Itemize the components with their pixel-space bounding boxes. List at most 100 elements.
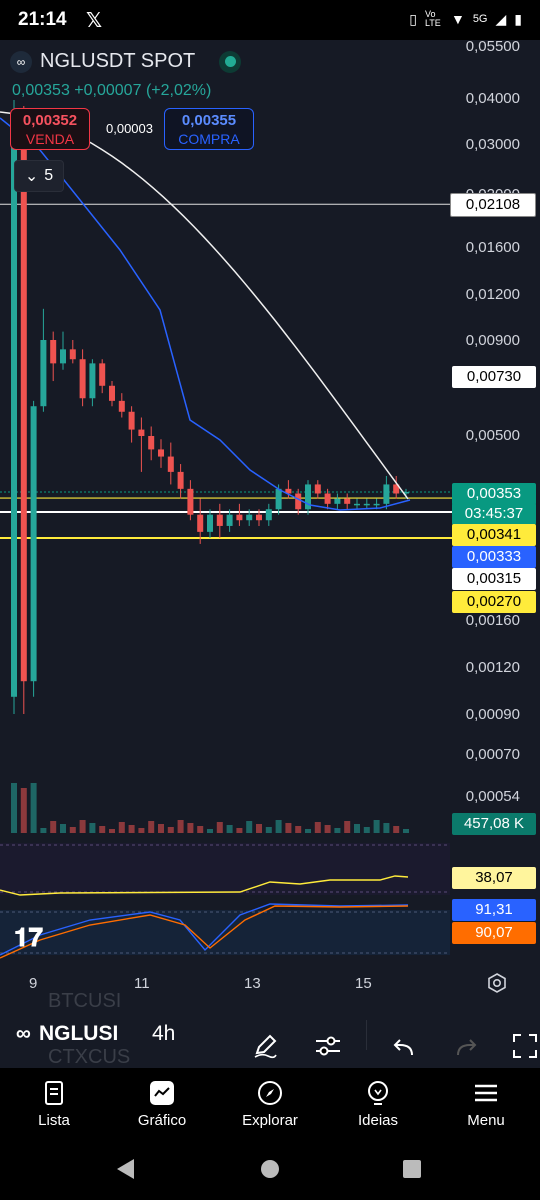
back-triangle-icon[interactable]: [116, 1158, 136, 1180]
stoch-k-line: [0, 903, 409, 956]
buy-label: COMPRA: [178, 131, 240, 147]
volume-bar: [109, 829, 115, 833]
candle-body: [324, 493, 331, 504]
symbol-header[interactable]: ∞ NGLUSDT SPOT: [10, 50, 242, 73]
symbol-search-button[interactable]: ∞ NGLUSI: [16, 1010, 118, 1058]
settings-gear-icon[interactable]: [486, 972, 508, 994]
oscillator-line: [0, 875, 409, 896]
candle-body: [275, 488, 282, 510]
undo-icon[interactable]: [392, 1024, 416, 1072]
redo-icon[interactable]: [454, 1024, 478, 1072]
wifi-icon: ▼: [450, 11, 465, 27]
buy-button[interactable]: 0,00355 COMPRA: [164, 108, 254, 150]
volume-bar: [89, 823, 96, 833]
candle-body: [305, 484, 311, 510]
volume-bar: [50, 821, 57, 833]
symbol-name[interactable]: NGLUSDT SPOT: [40, 50, 196, 72]
vibrate-icon: ▯: [409, 10, 417, 27]
volume-bar: [314, 822, 321, 833]
sell-button[interactable]: 0,00352 VENDA: [10, 108, 90, 150]
stoch-d-pill: 90,07: [452, 922, 536, 944]
chart-icon: [150, 1081, 174, 1105]
watchlist-ghost-symbol: BTCUSI: [48, 990, 122, 1012]
candle-body: [393, 484, 400, 494]
fullscreen-icon[interactable]: [512, 1022, 538, 1070]
candle-body: [334, 498, 341, 504]
ma-slow-pill: 0,00730: [452, 366, 536, 388]
indicators-settings-icon[interactable]: [314, 1022, 342, 1070]
volume-bar: [79, 820, 86, 833]
volume-bar: [99, 826, 106, 833]
status-time: 21:14: [18, 9, 67, 30]
oscillator-pane: [0, 843, 450, 895]
quote-line: 0,00353 +0,00007 (+2,02%): [12, 82, 211, 100]
quote-price: 0,00353: [12, 82, 70, 99]
volume-bar: [69, 827, 76, 833]
time-tick: 13: [244, 975, 261, 992]
yellow-line-pill-2: 0,00270: [452, 591, 536, 613]
white-line-pill: 0,00315: [452, 568, 536, 590]
battery-icon: ▮: [514, 10, 522, 27]
interval-button[interactable]: 4h: [152, 1022, 176, 1045]
candle-body: [50, 340, 57, 364]
time-tick: 9: [29, 975, 38, 992]
bottom-navigation: Lista Gráfico Explorar Ideias Menu: [0, 1068, 540, 1140]
candle-body: [60, 349, 66, 364]
volume-bar: [344, 821, 351, 833]
home-circle-icon[interactable]: [260, 1159, 280, 1179]
candle-body: [40, 340, 47, 407]
quote-change: +0,00007: [74, 82, 142, 99]
indicators-toggle[interactable]: ⌄ 5: [14, 160, 64, 192]
yellow-line-pill: 0,00341: [452, 524, 536, 546]
candle-body: [89, 363, 96, 399]
volume-bar: [138, 828, 145, 833]
draw-pencil-icon[interactable]: [252, 1022, 278, 1070]
chevron-down-icon: ⌄: [24, 168, 39, 185]
nav-lista[interactable]: Lista: [4, 1076, 104, 1129]
price-tick: 0,00070: [465, 746, 520, 763]
price-tick: 0,01200: [465, 286, 520, 303]
candle-body: [285, 488, 292, 494]
price-tick: 0,01600: [465, 239, 520, 256]
volume-bar: [216, 822, 223, 833]
toolbar-symbol: NGLUSI: [38, 1022, 119, 1045]
candle-body: [403, 492, 409, 494]
volume-bar: [40, 828, 47, 833]
nav-grafico[interactable]: Gráfico: [112, 1076, 212, 1129]
spread-value: 0,00003: [106, 121, 153, 136]
volume-bar: [275, 820, 282, 833]
volume-bar: [128, 825, 135, 833]
volume-bar: [363, 827, 370, 833]
recents-square-icon[interactable]: [403, 1160, 421, 1178]
volume-bar: [334, 828, 341, 833]
candle-body: [128, 411, 135, 430]
candle-body: [226, 514, 233, 526]
tradingview-logo-icon: 𝟏𝟕: [14, 922, 43, 952]
stoch-d-line: [0, 905, 409, 959]
sell-label: VENDA: [25, 131, 75, 147]
volume-bar: [118, 822, 125, 833]
x-logo-icon: 𝕏: [86, 10, 103, 32]
price-tick: 0,05500: [465, 38, 520, 55]
volume-bar: [393, 826, 400, 833]
candle-body: [30, 406, 37, 682]
nav-label: Explorar: [242, 1112, 298, 1129]
candle-body: [314, 484, 321, 494]
candle-body: [138, 429, 145, 436]
price-tick: 0,00160: [465, 612, 520, 629]
nav-ideias[interactable]: Ideias: [328, 1076, 428, 1129]
nav-menu[interactable]: Menu: [436, 1076, 536, 1129]
candle-body: [236, 514, 243, 521]
volume-bar: [256, 824, 262, 833]
price-tick: 0,00900: [465, 332, 520, 349]
chart-canvas[interactable]: [0, 40, 540, 1068]
nav-label: Lista: [38, 1112, 70, 1129]
volume-bar: [167, 827, 174, 833]
volume-bar: [207, 829, 213, 833]
stoch-pane: [0, 910, 450, 955]
ma-fast-pill: 0,00333: [452, 546, 536, 568]
volte-label: Vo LTE: [424, 9, 441, 28]
candle-body: [363, 503, 370, 506]
nav-explorar[interactable]: Explorar: [220, 1076, 320, 1129]
volume-bar: [383, 823, 390, 833]
